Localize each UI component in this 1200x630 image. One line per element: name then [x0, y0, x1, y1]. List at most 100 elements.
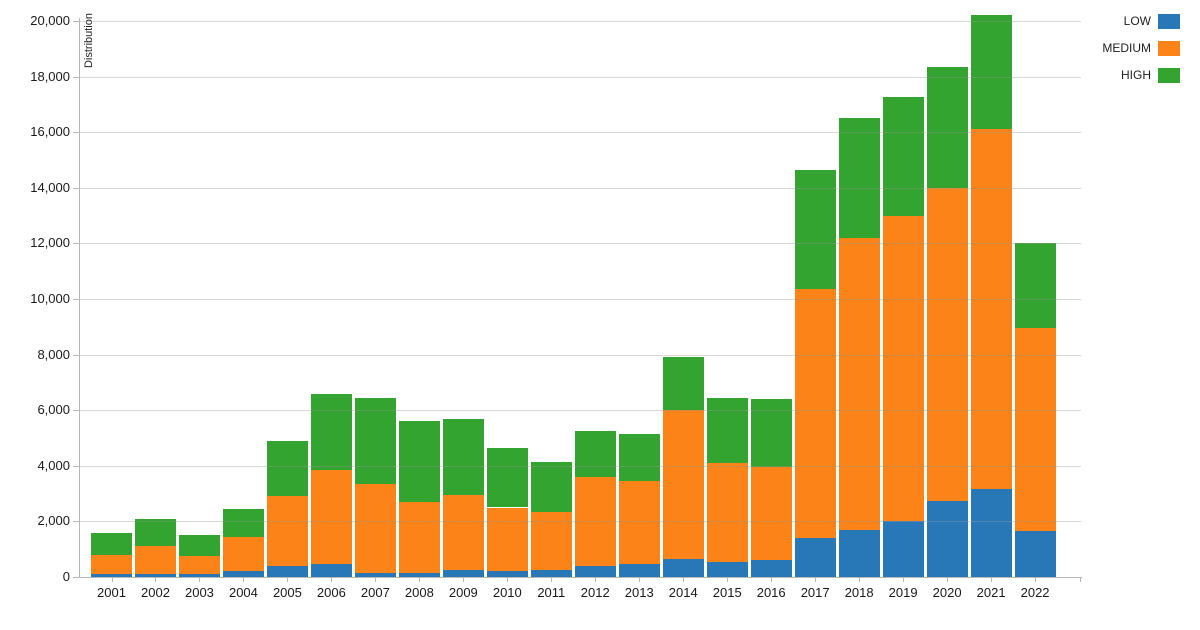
gridline	[80, 521, 1081, 523]
bar-segment-2017-high	[794, 169, 836, 290]
bar-segment-2009-low	[442, 570, 484, 577]
gridline	[80, 76, 1081, 78]
bar-segment-2018-high	[838, 118, 880, 238]
x-axis-tick	[463, 578, 465, 582]
y-axis-tick-label: 8,000	[37, 346, 70, 362]
bar-segment-2007-low	[354, 572, 396, 577]
bar-segment-2011-high	[530, 461, 572, 512]
legend-item-label: LOW	[1123, 14, 1151, 28]
x-axis-line	[79, 577, 1082, 578]
bar-segment-2004-medium	[222, 536, 264, 572]
bar-segment-2022-low	[1014, 531, 1056, 577]
y-axis-tick	[73, 521, 80, 523]
bar-segment-2009-high	[442, 418, 484, 495]
x-axis-tick	[287, 578, 289, 582]
gridline	[80, 410, 1081, 412]
legend-item-label: MEDIUM	[1102, 41, 1151, 55]
y-axis-tick	[73, 354, 80, 356]
bar-segment-2022-high	[1014, 243, 1056, 329]
bar-segment-2002-low	[134, 574, 176, 577]
bar-segment-2020-low	[926, 500, 968, 577]
bar-segment-2013-medium	[618, 481, 660, 565]
x-axis-tick-label: 2013	[624, 585, 654, 600]
gridline	[80, 299, 1081, 300]
bar-segment-2002-high	[134, 518, 176, 547]
bar-segment-2018-low	[838, 529, 880, 577]
x-axis-tick-label: 2021	[976, 585, 1006, 600]
x-axis-tick	[815, 578, 817, 582]
bar-segment-2011-medium	[530, 511, 572, 571]
y-axis-tick-label: 14,000	[30, 179, 70, 195]
x-axis-tick-label: 2012	[580, 585, 610, 600]
bar-segment-2006-medium	[310, 469, 352, 565]
bar-segment-2014-high	[662, 357, 704, 411]
x-axis-tick-label: 2017	[800, 585, 830, 600]
bar-segment-2014-low	[662, 558, 704, 577]
x-axis-tick-label: 2006	[316, 585, 346, 600]
x-axis-tick	[155, 578, 157, 582]
x-axis-tick	[243, 578, 245, 582]
y-axis-tick	[73, 577, 80, 578]
x-axis-tick	[199, 578, 201, 582]
bar-segment-2017-medium	[794, 289, 836, 539]
x-axis-tick	[1035, 578, 1037, 582]
x-axis-tick-label: 2016	[756, 585, 786, 600]
gridline	[80, 187, 1081, 189]
y-axis-tick-label: 4,000	[37, 457, 70, 473]
bar-segment-2003-high	[178, 535, 220, 557]
legend-item-low: LOW	[1102, 14, 1180, 29]
x-axis-tick-label: 2008	[404, 585, 434, 600]
x-axis-tick-label: 2019	[888, 585, 918, 600]
bar-segment-2016-low	[750, 560, 792, 577]
legend-item-medium: MEDIUM	[1102, 41, 1180, 56]
x-axis-tick	[331, 578, 333, 582]
x-axis-tick	[595, 578, 597, 582]
bar-segment-2013-low	[618, 564, 660, 577]
y-axis-tick	[73, 410, 80, 412]
x-axis-tick	[727, 578, 729, 582]
y-axis-tick	[73, 299, 80, 300]
bar-segment-2016-high	[750, 399, 792, 468]
bar-segment-2021-low	[970, 489, 1012, 577]
x-axis-tick-label: 2020	[932, 585, 962, 600]
y-axis-tick	[73, 465, 80, 467]
x-axis-tick-label: 2018	[844, 585, 874, 600]
bar-segment-2020-medium	[926, 187, 968, 501]
y-axis-tick-label: 2,000	[37, 513, 70, 529]
x-axis-tick	[903, 578, 905, 582]
bar-segment-2004-low	[222, 571, 264, 577]
bar-segment-2005-high	[266, 440, 308, 497]
x-axis-tick	[991, 578, 993, 582]
x-axis-tick-label: 2010	[492, 585, 522, 600]
y-axis-tick-label: 10,000	[30, 291, 70, 306]
bar-segment-2002-medium	[134, 546, 176, 575]
x-axis-tick-label: 2001	[97, 585, 126, 600]
y-axis-tick	[73, 187, 80, 189]
bar-segment-2021-medium	[970, 129, 1012, 490]
bar-segment-2015-high	[706, 397, 748, 464]
x-axis-tick-label: 2014	[668, 585, 698, 600]
bar-segment-2011-low	[530, 570, 572, 577]
bar-segment-2001-medium	[91, 554, 132, 575]
bar-segment-2015-low	[706, 561, 748, 577]
bar-segment-2015-medium	[706, 463, 748, 562]
y-axis-tick	[73, 21, 80, 22]
x-axis-tick-label: 2002	[141, 585, 170, 600]
bar-segment-2022-medium	[1014, 328, 1056, 532]
x-axis-tick-label: 2022	[1020, 585, 1050, 600]
bar-segment-2008-low	[398, 572, 440, 577]
bar-segment-2008-medium	[398, 501, 440, 573]
bar-segment-2008-high	[398, 421, 440, 502]
bar-segment-2021-high	[970, 15, 1012, 130]
y-axis-tick	[73, 76, 80, 78]
bar-segment-2019-low	[882, 521, 924, 577]
bar-segment-2019-medium	[882, 215, 924, 522]
x-axis-end-tick	[1080, 578, 1081, 582]
bar-segment-2006-high	[310, 393, 352, 470]
bar-segment-2001-low	[91, 574, 132, 577]
x-axis-tick	[551, 578, 553, 582]
x-axis-tick-label: 2015	[712, 585, 742, 600]
x-axis-tick	[771, 578, 773, 582]
gridline	[80, 21, 1081, 22]
